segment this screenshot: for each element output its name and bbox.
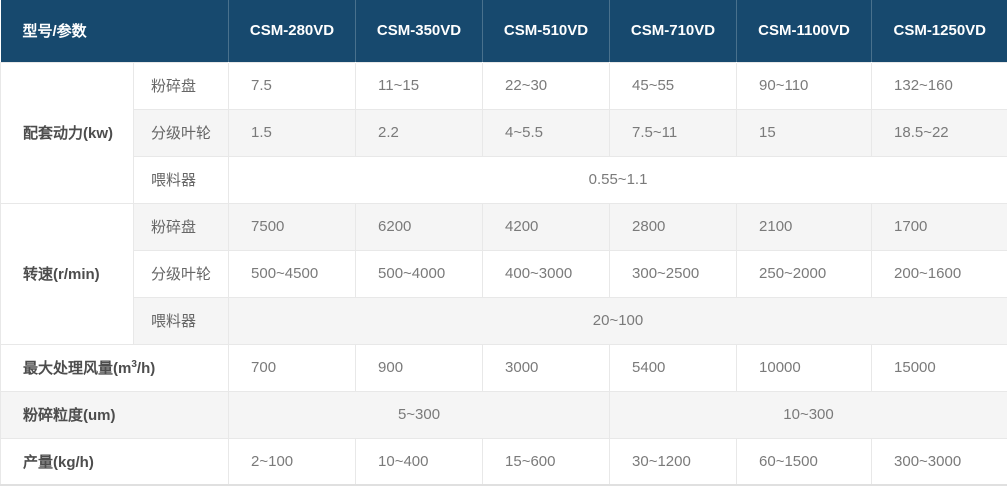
cell-value: 15 xyxy=(736,108,873,157)
header-model-csm1100vd: CSM-1100VD xyxy=(736,0,872,62)
header-model-csm510vd: CSM-510VD xyxy=(482,0,610,62)
row-label-max-air-volume: 最大处理风量(m3/h) xyxy=(0,343,230,392)
table-header: 型号/参数 CSM-280VD CSM-350VD CSM-510VD CSM-… xyxy=(0,0,1007,62)
table-row-speed-impeller: 分级叶轮 500~4500 500~4000 400~3000 300~2500… xyxy=(1,249,1007,298)
cell-value: 4~5.5 xyxy=(482,108,611,157)
cell-value: 132~160 xyxy=(871,61,1007,110)
cell-value: 400~3000 xyxy=(482,249,611,298)
header-model-csm710vd: CSM-710VD xyxy=(609,0,737,62)
cell-value: 60~1500 xyxy=(736,437,873,486)
cell-merged-value: 5~300 xyxy=(228,390,611,439)
group-label-power: 配套动力(kw) xyxy=(0,61,134,204)
table-row-speed-feeder: 喂料器 20~100 xyxy=(1,296,1007,345)
header-model-csm1250vd: CSM-1250VD xyxy=(871,0,1007,62)
label-superscript: 3 xyxy=(131,359,137,370)
table-body: 配套动力(kw) 粉碎盘 7.5 11~15 22~30 45~55 90~11… xyxy=(0,61,1007,486)
sub-label-feeder: 喂料器 xyxy=(132,155,230,204)
cell-value: 90~110 xyxy=(736,61,873,110)
label-text: 最大处理风量(m xyxy=(23,360,132,377)
sub-label-classifying-impeller: 分级叶轮 xyxy=(132,108,230,157)
table-row-power-impeller: 分级叶轮 1.5 2.2 4~5.5 7.5~11 15 18.5~22 xyxy=(1,108,1007,157)
cell-value: 18.5~22 xyxy=(871,108,1007,157)
cell-value: 500~4500 xyxy=(228,249,357,298)
cell-value: 10000 xyxy=(736,343,873,392)
cell-merged-value: 0.55~1.1 xyxy=(228,155,1007,204)
cell-value: 2800 xyxy=(609,202,738,251)
cell-value: 15~600 xyxy=(482,437,611,486)
cell-value: 30~1200 xyxy=(609,437,738,486)
table-row-power-disc: 配套动力(kw) 粉碎盘 7.5 11~15 22~30 45~55 90~11… xyxy=(0,61,1007,204)
cell-value: 5400 xyxy=(609,343,738,392)
cell-value: 2.2 xyxy=(355,108,484,157)
header-model-csm280vd: CSM-280VD xyxy=(228,0,356,62)
cell-value: 7.5~11 xyxy=(609,108,738,157)
cell-value: 3000 xyxy=(482,343,611,392)
cell-value: 45~55 xyxy=(609,61,738,110)
sub-label-feeder: 喂料器 xyxy=(132,296,230,345)
table-row-output: 产量(kg/h) 2~100 10~400 15~600 30~1200 60~… xyxy=(0,437,1007,486)
cell-value: 1.5 xyxy=(228,108,357,157)
cell-value: 200~1600 xyxy=(871,249,1007,298)
cell-value: 2100 xyxy=(736,202,873,251)
sub-label-classifying-impeller: 分级叶轮 xyxy=(132,249,230,298)
cell-value: 250~2000 xyxy=(736,249,873,298)
cell-value: 300~3000 xyxy=(871,437,1007,486)
sub-label-crushing-disc: 粉碎盘 xyxy=(132,61,230,110)
table-row-max-air-volume: 最大处理风量(m3/h) 700 900 3000 5400 10000 150… xyxy=(0,343,1007,392)
cell-value: 7.5 xyxy=(228,61,357,110)
cell-value: 900 xyxy=(355,343,484,392)
cell-value: 2~100 xyxy=(228,437,357,486)
table-row-power-feeder: 喂料器 0.55~1.1 xyxy=(1,155,1007,204)
label-text: /h) xyxy=(136,360,156,377)
sub-label-crushing-disc: 粉碎盘 xyxy=(132,202,230,251)
cell-value: 22~30 xyxy=(482,61,611,110)
cell-value: 700 xyxy=(228,343,357,392)
cell-value: 7500 xyxy=(228,202,357,251)
cell-value: 4200 xyxy=(482,202,611,251)
cell-value: 6200 xyxy=(355,202,484,251)
cell-value: 15000 xyxy=(871,343,1007,392)
cell-value: 10~400 xyxy=(355,437,484,486)
row-label-output: 产量(kg/h) xyxy=(0,437,230,486)
cell-value: 500~4000 xyxy=(355,249,484,298)
row-label-particle-size: 粉碎粒度(um) xyxy=(0,390,230,439)
cell-merged-value: 20~100 xyxy=(228,296,1007,345)
group-label-speed: 转速(r/min) xyxy=(0,202,134,345)
cell-merged-value: 10~300 xyxy=(609,390,1007,439)
header-param-label: 型号/参数 xyxy=(0,0,229,62)
header-row: 型号/参数 CSM-280VD CSM-350VD CSM-510VD CSM-… xyxy=(0,0,1007,62)
cell-value: 11~15 xyxy=(355,61,484,110)
table-row-speed-disc: 转速(r/min) 粉碎盘 7500 6200 4200 2800 2100 1… xyxy=(0,202,1007,345)
header-model-csm350vd: CSM-350VD xyxy=(355,0,483,62)
cell-value: 1700 xyxy=(871,202,1007,251)
table-row-particle-size: 粉碎粒度(um) 5~300 10~300 xyxy=(0,390,1007,439)
cell-value: 300~2500 xyxy=(609,249,738,298)
